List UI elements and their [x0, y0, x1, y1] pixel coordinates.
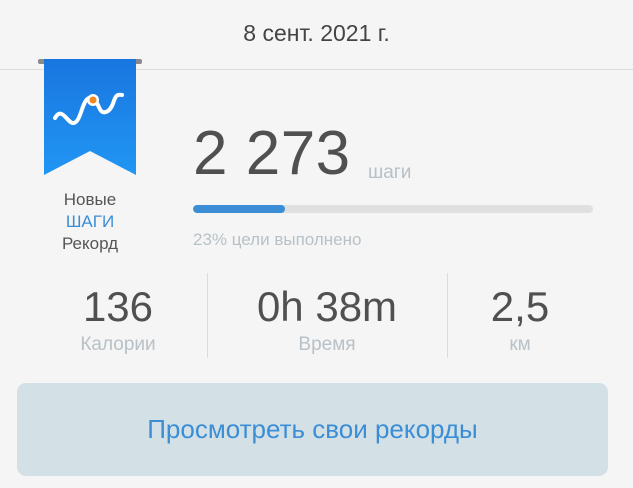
- date-header: 8 сент. 2021 г.: [243, 20, 390, 46]
- badge-line-2: ШАГИ: [65, 212, 115, 231]
- divider: [0, 69, 633, 70]
- stat-distance: 2,5 км: [470, 282, 570, 356]
- view-records-button[interactable]: Просмотреть свои рекорды: [17, 383, 608, 476]
- stat-time: 0h 38m Время: [227, 282, 427, 356]
- stat-value: 2,5: [490, 283, 550, 330]
- goal-progress-fill: [193, 205, 285, 213]
- goal-progress-bar: [193, 205, 593, 213]
- stat-calories: 136 Калории: [58, 282, 178, 356]
- badge-label: Новые ШАГИ Рекорд: [30, 189, 150, 255]
- stat-label: Калории: [80, 334, 156, 355]
- divider: [447, 273, 448, 358]
- goal-text: 23% цели выполнено: [193, 230, 362, 249]
- badge-line-3: Рекорд: [61, 234, 119, 253]
- step-record-ribbon-icon: [38, 59, 142, 175]
- stat-value: 0h 38m: [256, 283, 398, 330]
- divider: [207, 273, 208, 358]
- badge-line-1: Новые: [63, 190, 117, 209]
- stat-label: км: [509, 334, 531, 355]
- steps-count: 2 273: [193, 119, 351, 188]
- stat-value: 136: [82, 283, 154, 330]
- steps-unit: шаги: [368, 162, 412, 183]
- stat-label: Время: [298, 334, 356, 355]
